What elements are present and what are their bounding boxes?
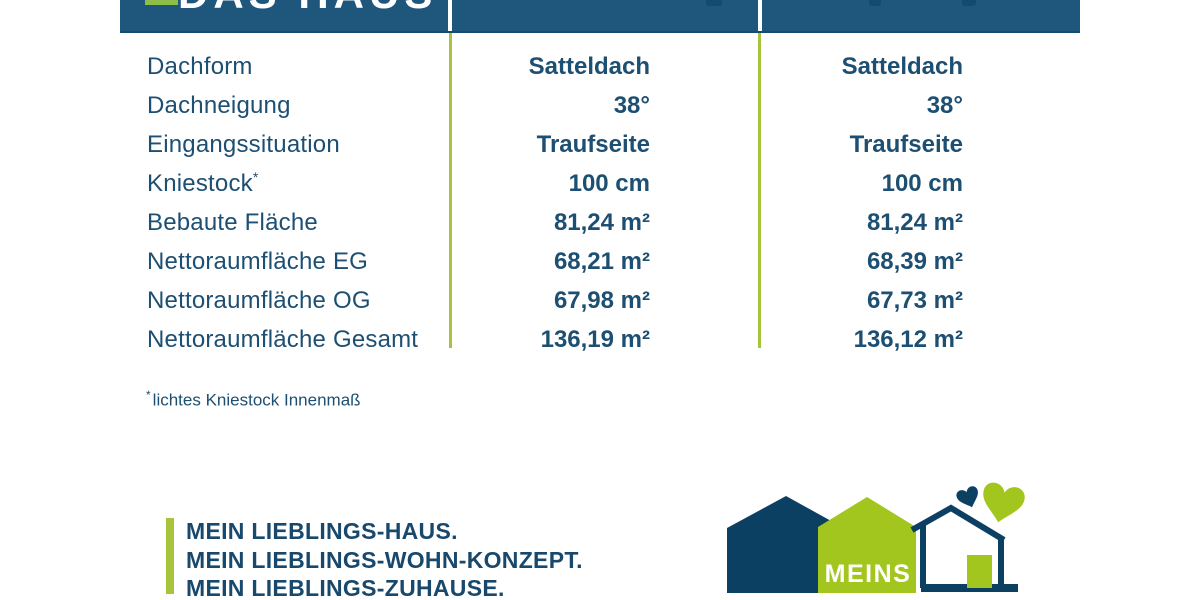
spec-label: Eingangssituation <box>147 130 340 158</box>
table-row: Kniestock* 100 cm 100 cm <box>0 164 1200 203</box>
spec-label: Dachform <box>147 52 253 80</box>
spec-value-house2: Satteldach <box>841 52 963 80</box>
cutoff-header-graphic <box>869 0 881 6</box>
spec-value-house2: 67,73 m² <box>866 286 963 314</box>
spec-value-house2: 68,39 m² <box>866 247 963 275</box>
spec-value-house2: 38° <box>926 91 963 119</box>
table-row: Nettoraumfläche Gesamt 136,19 m² 136,12 m² <box>0 320 1200 359</box>
spec-value-house1: 136,19 m² <box>540 325 650 353</box>
slogan-accent-bar <box>166 518 174 594</box>
spec-value-house2: 100 cm <box>881 169 963 197</box>
spec-value-house1: 81,24 m² <box>553 208 650 236</box>
slogan-line: MEIN LIEBLINGS-ZUHAUSE. <box>186 575 505 600</box>
spec-label: Bebaute Fläche <box>147 208 318 236</box>
spec-value-house2: 81,24 m² <box>866 208 963 236</box>
spec-label: Dachneigung <box>147 91 291 119</box>
spec-value-house2: 136,12 m² <box>853 325 963 353</box>
spec-label: Nettoraumfläche EG <box>147 247 369 275</box>
column-divider-line <box>758 33 761 348</box>
logo-underline <box>145 0 178 5</box>
slogan-line: MEIN LIEBLINGS-HAUS. <box>186 518 458 544</box>
spec-value-house2: Traufseite <box>849 130 963 158</box>
green-house-icon <box>818 497 916 593</box>
spec-value-house1: 38° <box>613 91 650 119</box>
column-divider-line <box>449 33 452 348</box>
footnote-marker: * <box>146 388 151 402</box>
slogan-line: MEIN LIEBLINGS-WOHN-KONZEPT. <box>186 546 583 573</box>
spec-value-house1: 68,21 m² <box>553 247 650 275</box>
spec-label: Kniestock* <box>147 169 259 197</box>
table-row: Nettoraumfläche EG 68,21 m² 68,39 m² <box>0 242 1200 281</box>
cutoff-header-graphic <box>706 0 722 6</box>
spec-label: Nettoraumfläche OG <box>147 286 371 314</box>
table-row: Nettoraumfläche OG 67,98 m² 67,73 m² <box>0 281 1200 320</box>
table-row: Dachneigung 38° 38° <box>0 86 1200 125</box>
slogan-block: MEIN LIEBLINGS-HAUS. MEIN LIEBLINGS-WOHN… <box>186 517 583 600</box>
footnote: * lichtes Kniestock Innenmaß <box>146 388 361 411</box>
outline-house-icon <box>910 504 1018 592</box>
column-divider <box>758 0 762 31</box>
brand-logo: DAS HAUS <box>178 0 437 15</box>
large-heart-icon <box>983 482 1025 523</box>
meins-wordmark: MEINS <box>825 560 912 588</box>
door-icon <box>967 555 992 588</box>
column-divider <box>448 0 452 31</box>
table-row: Dachform Satteldach Satteldach <box>0 47 1200 86</box>
footnote-text: lichtes Kniestock Innenmaß <box>152 390 361 410</box>
spec-value-house1: 100 cm <box>568 169 650 197</box>
small-heart-icon <box>956 486 978 508</box>
table-row: Bebaute Fläche 81,24 m² 81,24 m² <box>0 203 1200 242</box>
spec-value-house1: Traufseite <box>536 130 650 158</box>
spec-value-house1: 67,98 m² <box>553 286 650 314</box>
spec-label: Nettoraumfläche Gesamt <box>147 325 419 353</box>
header-band: DAS HAUS <box>120 0 1080 33</box>
meins-logo: MEINS <box>727 482 1025 593</box>
spec-value-house1: Satteldach <box>528 52 650 80</box>
table-row: Eingangssituation Traufseite Traufseite <box>0 125 1200 164</box>
cutoff-header-graphic <box>962 0 976 6</box>
spec-table: Dachform Satteldach Satteldach Dachneigung 3… <box>0 47 1200 359</box>
